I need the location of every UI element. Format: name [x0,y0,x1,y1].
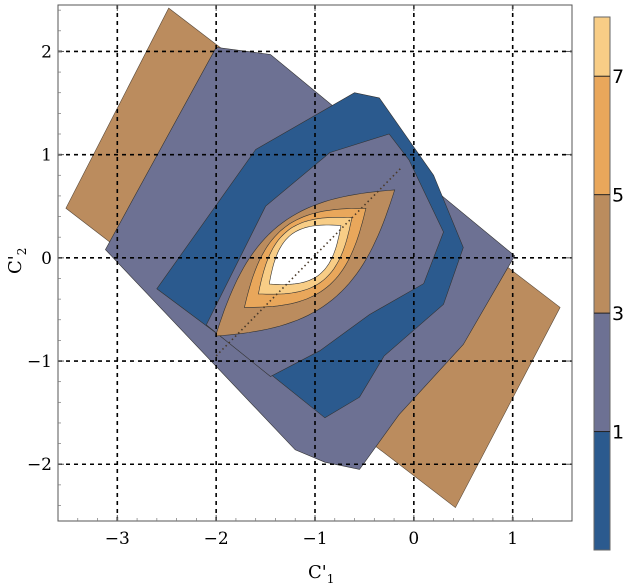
y-tick-label: 2 [41,42,52,62]
x-tick-label: 1 [507,529,518,549]
y-tick-label: −1 [27,352,52,372]
y-tick-label: 1 [41,146,52,166]
y-tick-label: 0 [41,249,52,269]
region-center-white [268,224,342,285]
colorbar: 1 3 5 7 [593,16,624,551]
colorbar-band [594,76,610,195]
x-tick-label: −1 [302,529,327,549]
y-axis-title: C'2 [5,248,29,274]
colorbar-band [594,313,610,432]
diagonal-dotted-line [215,166,403,357]
colorbar-tick-label: 7 [612,66,624,88]
x-axis-title: C'1 [308,562,334,586]
x-tick-label: 0 [408,529,419,549]
colorbar-frame [593,16,611,551]
axis-ticks: −3 −2 −1 0 1 −2 −1 0 1 2 [27,5,572,549]
colorbar-band [594,431,610,550]
colorbar-tick-label: 1 [612,422,624,444]
y-tick-label: −2 [27,455,52,475]
x-tick-label: −3 [105,529,130,549]
colorbar-band [594,194,610,314]
colorbar-tick-label: 3 [612,303,624,325]
colorbar-band [594,17,610,77]
grid-lines [58,5,572,521]
colorbar-tick-label: 5 [612,185,624,207]
x-tick-label: −2 [204,529,229,549]
contour-regions [65,7,561,509]
